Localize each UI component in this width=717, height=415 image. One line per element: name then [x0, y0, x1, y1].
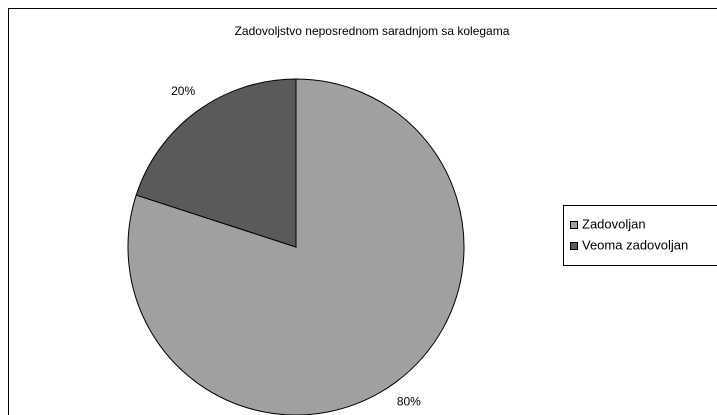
legend-box: [563, 205, 717, 266]
legend-swatch: [570, 221, 578, 229]
data-label: 80%: [397, 395, 421, 409]
data-label: 20%: [171, 84, 195, 98]
legend-label: Zadovoljan: [582, 216, 646, 231]
pie-slice: [135, 78, 297, 248]
chart-title: Zadovoljstvo neposrednom saradnjom sa ko…: [235, 24, 510, 38]
legend-swatch: [570, 242, 578, 250]
pie-slice: [127, 78, 465, 415]
legend-label: Veoma zadovoljan: [582, 237, 688, 252]
